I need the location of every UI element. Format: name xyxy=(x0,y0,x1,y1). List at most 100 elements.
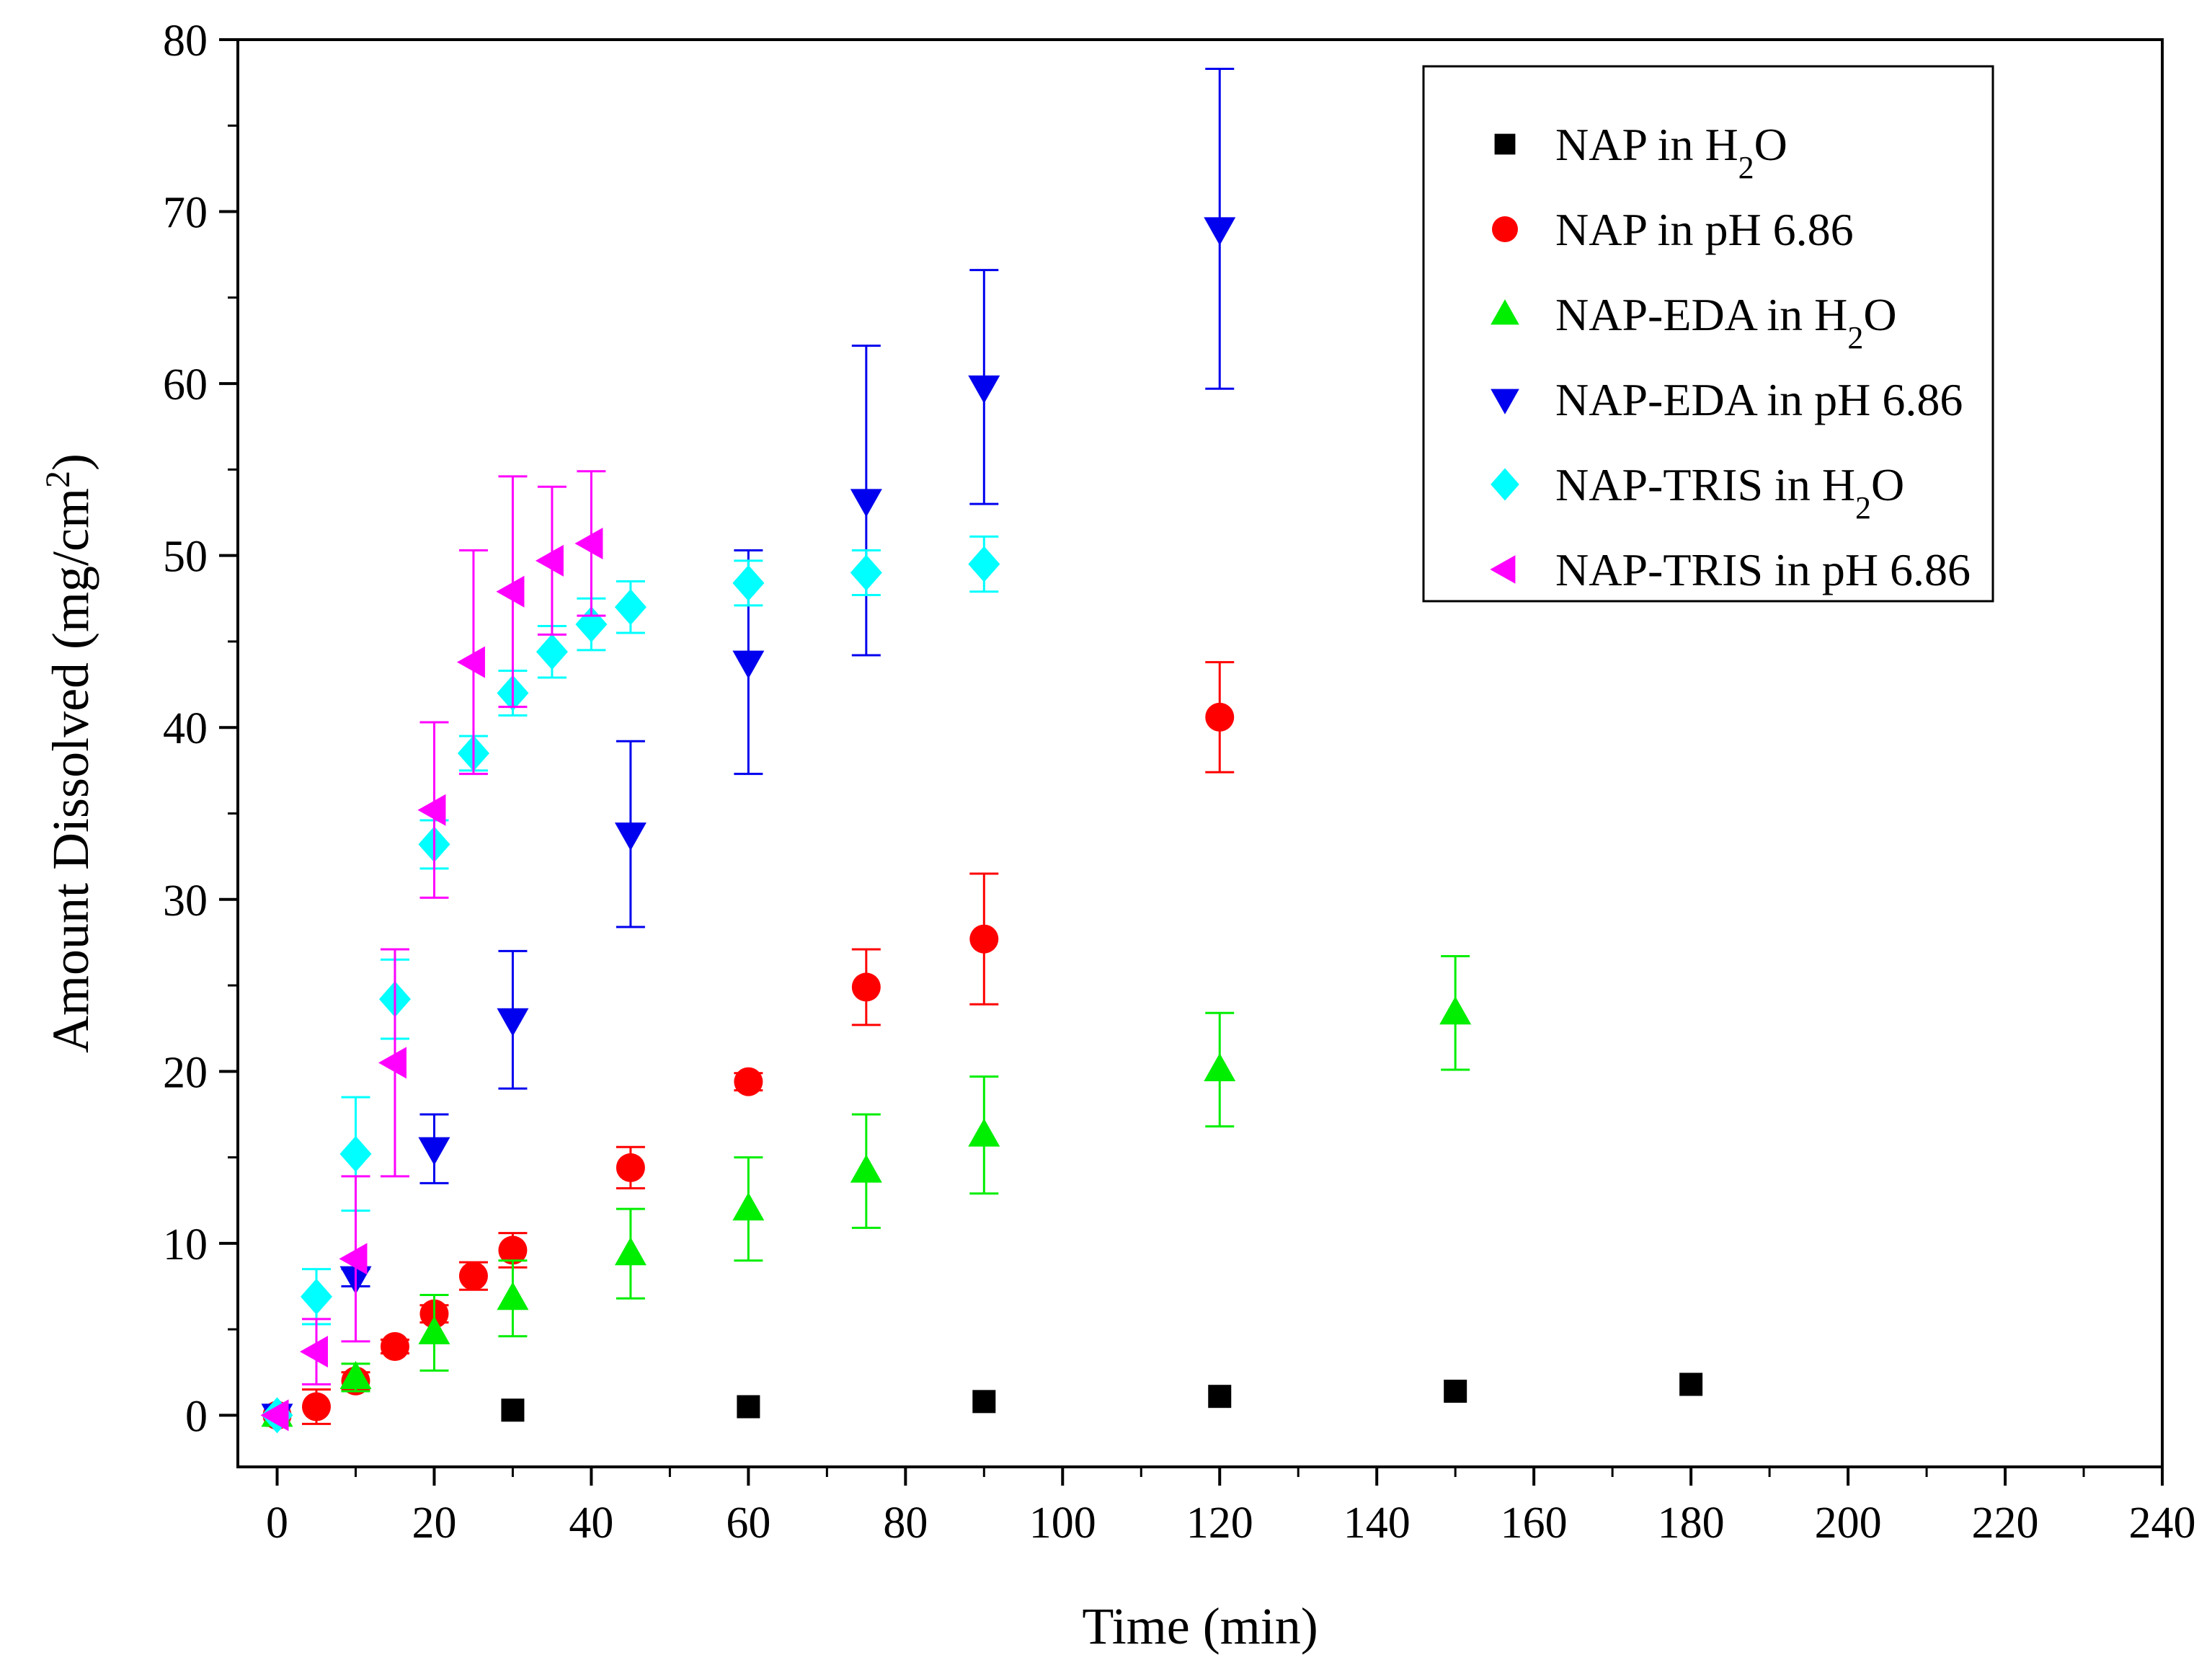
legend-marker xyxy=(1494,133,1516,155)
x-tick-label: 20 xyxy=(412,1499,456,1548)
y-axis-label: Amount Dissolved (mg/cm2) xyxy=(39,453,100,1053)
data-point xyxy=(418,1137,450,1166)
x-tick-label: 60 xyxy=(726,1499,770,1548)
data-point xyxy=(737,1395,760,1419)
data-point xyxy=(497,1282,529,1310)
series-3 xyxy=(261,954,1472,1427)
data-point xyxy=(417,794,446,826)
data-point xyxy=(1679,1372,1703,1396)
data-point xyxy=(614,822,647,851)
data-point xyxy=(458,1261,488,1291)
y-tick-label: 40 xyxy=(163,704,208,753)
data-point xyxy=(616,1153,645,1182)
data-point xyxy=(734,1067,763,1096)
legend-marker xyxy=(1491,389,1519,414)
y-axis-label-main: Amount Dissolved (mg/cm xyxy=(42,488,99,1053)
legend-item: NAP-EDA in pH 6.86 xyxy=(1491,374,1963,425)
x-tick-label: 0 xyxy=(266,1499,288,1548)
data-point xyxy=(497,1008,529,1037)
data-point xyxy=(418,1316,450,1344)
y-tick-label: 50 xyxy=(163,533,208,582)
legend-marker xyxy=(1491,299,1519,325)
x-tick-label: 160 xyxy=(1501,1499,1568,1548)
data-point xyxy=(574,527,603,559)
series-layer xyxy=(260,68,1703,1434)
data-point xyxy=(1204,1052,1236,1081)
y-tick-label: 80 xyxy=(163,17,208,66)
data-point xyxy=(850,489,882,518)
data-point xyxy=(972,1390,996,1414)
y-axis-label-tail: ) xyxy=(42,453,99,471)
legend-label: NAP in H2O xyxy=(1555,119,1787,185)
legend-item: NAP-TRIS in H2O xyxy=(1491,459,1904,525)
legend: NAP in H2O NAP in pH 6.86 NAP-EDA in H2O NA… xyxy=(1422,65,1994,603)
data-point xyxy=(536,634,568,670)
data-point xyxy=(1444,1380,1467,1403)
legend-box xyxy=(1422,65,1994,603)
y-axis-label-sup: 2 xyxy=(39,471,77,488)
y-axis: 0 10 20 30 40 50 60 70 80 xyxy=(163,17,238,1441)
x-tick-label: 120 xyxy=(1186,1499,1253,1548)
y-tick-label: 30 xyxy=(163,877,208,926)
data-point xyxy=(1205,702,1235,732)
legend-item: NAP in H2O xyxy=(1494,119,1787,185)
legend-item: NAP-TRIS in pH 6.86 xyxy=(1490,544,1971,595)
plot-frame xyxy=(236,38,2164,1468)
data-point xyxy=(968,375,1000,404)
data-point xyxy=(1208,1385,1232,1409)
legend-marker xyxy=(1492,216,1518,242)
data-point xyxy=(1439,996,1472,1025)
data-point xyxy=(614,589,647,626)
data-point xyxy=(339,1135,372,1172)
y-tick-label: 70 xyxy=(163,189,208,238)
data-point xyxy=(501,1398,525,1422)
x-tick-label: 100 xyxy=(1029,1499,1096,1548)
data-point xyxy=(732,564,765,601)
series-1 xyxy=(265,1372,1703,1427)
data-point xyxy=(732,1192,765,1221)
legend-label: NAP in pH 6.86 xyxy=(1555,204,1854,255)
data-point xyxy=(850,1154,882,1183)
data-point xyxy=(339,1360,372,1389)
legend-marker xyxy=(1491,468,1519,501)
data-point xyxy=(851,972,881,1002)
x-tick-label: 220 xyxy=(1972,1499,2039,1548)
data-point xyxy=(968,546,1000,582)
series-2 xyxy=(262,661,1235,1430)
x-axis-label: Time (min) xyxy=(1082,1597,1318,1655)
data-point xyxy=(456,646,485,678)
x-axis: 0 20 40 60 80 100 120 140 160 180 200 220 240 xyxy=(266,1467,2196,1548)
x-tick-label: 200 xyxy=(1815,1499,1882,1548)
y-tick-label: 60 xyxy=(163,360,208,409)
data-point xyxy=(498,1236,528,1265)
data-point xyxy=(260,1399,289,1432)
legend-label: NAP-EDA in H2O xyxy=(1555,289,1897,355)
legend-marker xyxy=(1490,555,1516,584)
legend-label: NAP-EDA in pH 6.86 xyxy=(1555,374,1963,425)
series-6 xyxy=(260,470,606,1432)
y-tick-label: 10 xyxy=(163,1220,208,1269)
y-tick-label: 0 xyxy=(185,1392,208,1441)
data-point xyxy=(732,650,765,679)
data-point xyxy=(301,1392,331,1421)
legend-label: NAP-TRIS in pH 6.86 xyxy=(1555,544,1971,595)
data-point xyxy=(1204,217,1236,246)
data-point xyxy=(535,544,564,577)
x-tick-label: 240 xyxy=(2129,1499,2196,1548)
y-tick-label: 20 xyxy=(163,1048,208,1097)
data-point xyxy=(614,1237,647,1266)
x-tick-label: 140 xyxy=(1343,1499,1411,1548)
series-4 xyxy=(261,68,1236,1432)
data-point xyxy=(969,924,999,954)
data-point xyxy=(496,575,525,608)
data-point xyxy=(850,554,882,591)
legend-item: NAP-EDA in H2O xyxy=(1491,289,1897,355)
data-point xyxy=(378,1047,407,1079)
x-tick-label: 80 xyxy=(883,1499,928,1548)
data-point xyxy=(300,1278,332,1315)
legend-label: NAP-TRIS in H2O xyxy=(1555,459,1904,525)
data-point xyxy=(380,1332,409,1362)
legend-item: NAP in pH 6.86 xyxy=(1492,204,1854,255)
x-tick-label: 40 xyxy=(569,1499,613,1548)
